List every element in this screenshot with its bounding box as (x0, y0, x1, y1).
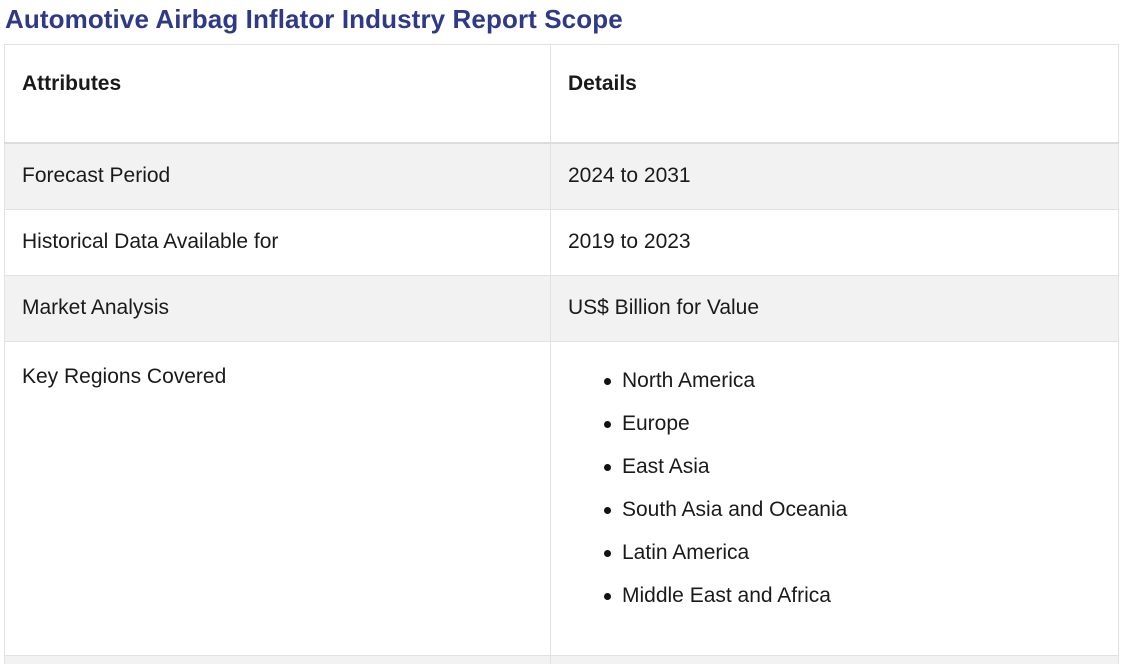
report-scope-table: Attributes Details Forecast Period 2024 … (4, 44, 1119, 664)
historical-data-value: 2019 to 2023 (550, 208, 1119, 276)
list-item: South Asia and Oceania (604, 497, 1118, 523)
region-name: South Asia and Oceania (622, 497, 848, 521)
key-regions-value: North America Europe East Asia South Asi… (550, 340, 1119, 656)
bullet-icon (604, 549, 611, 557)
bullet-icon (604, 592, 611, 600)
table-row: Key Regions Covered North America Europe… (4, 340, 1119, 656)
list-item: North America (604, 368, 1118, 394)
region-name: East Asia (622, 454, 710, 478)
list-item: Latin America (604, 540, 1118, 566)
list-item: East Asia (604, 454, 1118, 480)
header-details: Details (550, 44, 1119, 144)
bullet-icon (604, 377, 611, 385)
regions-list: North America Europe East Asia South Asi… (568, 368, 1118, 609)
market-analysis-value: US$ Billion for Value (550, 274, 1119, 342)
key-regions-label: Key Regions Covered (4, 340, 551, 656)
list-item: Europe (604, 411, 1118, 437)
table-cell (550, 654, 1119, 664)
forecast-period-label: Forecast Period (4, 142, 551, 210)
bullet-icon (604, 506, 611, 514)
table-row: Market Analysis US$ Billion for Value (4, 274, 1119, 342)
market-analysis-label: Market Analysis (4, 274, 551, 342)
region-name: Middle East and Africa (622, 583, 831, 607)
bullet-icon (604, 420, 611, 428)
region-name: Europe (622, 411, 690, 435)
list-item: Middle East and Africa (604, 583, 1118, 609)
region-name: Latin America (622, 540, 750, 564)
table-cell (4, 654, 551, 664)
bullet-icon (604, 463, 611, 471)
table-header-row: Attributes Details (4, 44, 1119, 144)
table-row (4, 654, 1119, 664)
header-attributes: Attributes (4, 44, 551, 144)
historical-data-label: Historical Data Available for (4, 208, 551, 276)
table-row: Forecast Period 2024 to 2031 (4, 142, 1119, 210)
table-row: Historical Data Available for 2019 to 20… (4, 208, 1119, 276)
forecast-period-value: 2024 to 2031 (550, 142, 1119, 210)
page-title: Automotive Airbag Inflator Industry Repo… (5, 4, 623, 34)
region-name: North America (622, 368, 756, 392)
